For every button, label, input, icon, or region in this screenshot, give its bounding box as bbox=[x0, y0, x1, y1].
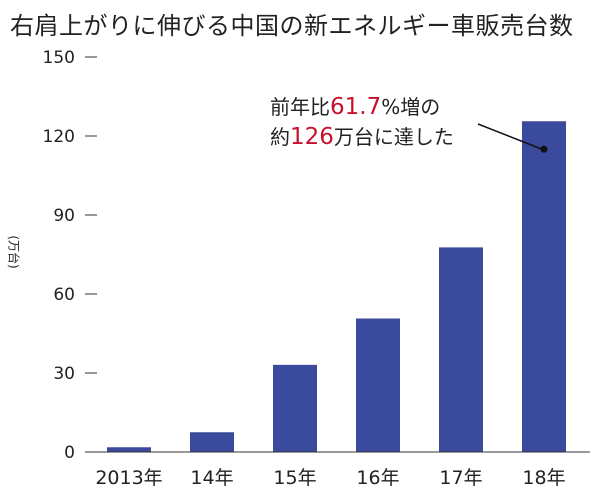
bars bbox=[107, 121, 566, 453]
annotation-text: 前年比 bbox=[270, 95, 330, 119]
y-axis: 0 30 60 90 120 150 bbox=[43, 48, 97, 463]
annotation-text: 万台に達した bbox=[333, 125, 454, 149]
x-axis: 2013年 14年 15年 16年 17年 18年 bbox=[85, 451, 590, 489]
chart-title: 右肩上がりに伸びる中国の新エネルギー車販売台数 bbox=[10, 12, 574, 40]
bar bbox=[273, 364, 317, 452]
x-tick-label: 15年 bbox=[273, 467, 316, 489]
annotation-line-1: 前年比61.7%増の bbox=[270, 92, 454, 122]
y-tick-label: 90 bbox=[53, 206, 75, 226]
bar bbox=[190, 432, 234, 452]
annotation-text: %増の bbox=[381, 95, 441, 119]
x-tick-label: 17年 bbox=[439, 467, 482, 489]
y-tick-label: 120 bbox=[43, 127, 75, 147]
y-tick-label: 150 bbox=[43, 48, 75, 68]
annotation-highlight-value: 126 bbox=[290, 124, 334, 150]
annotation-leader-line bbox=[477, 123, 543, 150]
y-axis-label-wrap: (万台) bbox=[2, 222, 26, 282]
bar bbox=[522, 121, 566, 453]
x-tick-label: 16年 bbox=[356, 467, 399, 489]
y-axis-label: (万台) bbox=[6, 235, 21, 269]
annotation-line-2: 約126万台に達した bbox=[270, 122, 454, 152]
bar bbox=[439, 247, 483, 452]
x-tick-label: 18年 bbox=[522, 467, 565, 489]
annotation-leader bbox=[477, 123, 548, 153]
x-tick-label: 14年 bbox=[190, 467, 233, 489]
annotation-dot bbox=[540, 145, 548, 153]
y-tick-label: 0 bbox=[64, 443, 75, 463]
bar bbox=[107, 447, 151, 452]
bar bbox=[356, 318, 400, 452]
y-tick-label: 60 bbox=[53, 285, 75, 305]
y-tick-label: 30 bbox=[53, 364, 75, 384]
x-tick-label: 2013年 bbox=[95, 467, 162, 489]
annotation-text: 約 bbox=[270, 125, 290, 149]
annotation-highlight-percent: 61.7 bbox=[330, 94, 382, 120]
annotation: 前年比61.7%増の 約126万台に達した bbox=[270, 92, 454, 152]
